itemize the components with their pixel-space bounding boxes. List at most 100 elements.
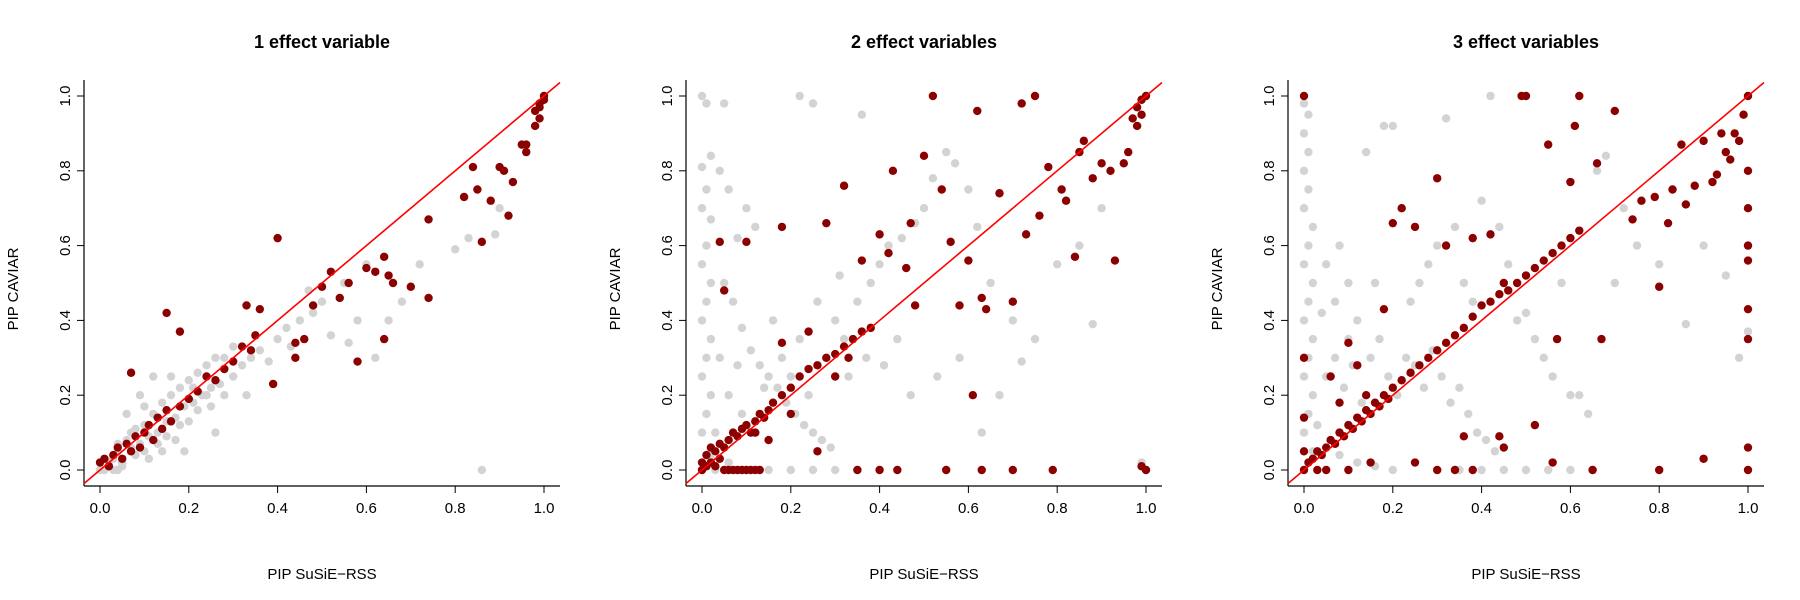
point-non-effect (973, 222, 982, 232)
point-effect (100, 454, 109, 463)
point-effect (711, 462, 720, 471)
point-non-effect (724, 185, 733, 194)
point-non-effect (1472, 428, 1482, 437)
y-tick-label: 1.0 (57, 86, 74, 107)
point-effect (504, 211, 513, 220)
point-effect (955, 301, 964, 310)
point-effect (1397, 204, 1406, 213)
point-effect (1044, 162, 1053, 172)
point-non-effect (702, 409, 711, 419)
point-non-effect (282, 323, 291, 333)
x-tick-label: 0.4 (869, 500, 890, 517)
x-tick-label: 1.0 (1738, 500, 1759, 517)
point-non-effect (451, 245, 460, 254)
plot-area: 0.0 0.2 0.4 0.6 0.8 1.0 0.0 0.2 0.4 0.6 0.8 1.0 (57, 80, 561, 517)
y-tick-label: 0.2 (659, 385, 676, 406)
panel-2-effect-variables: 2 effect variables PIP SuSiE−RSS PIP CAV… (607, 32, 1163, 583)
point-non-effect (1322, 260, 1331, 269)
point-effect (777, 391, 787, 400)
point-non-effect (264, 357, 273, 366)
point-non-effect (166, 391, 176, 400)
point-non-effect (702, 185, 711, 194)
point-effect (1335, 398, 1344, 407)
point-non-effect (1499, 465, 1509, 475)
point-non-effect (1468, 297, 1477, 306)
point-non-effect (737, 409, 747, 419)
y-axis-label: PIP CAVIAR (5, 247, 22, 330)
point-non-effect (229, 372, 238, 381)
point-effect (742, 237, 751, 247)
point-effect (384, 271, 393, 280)
point-effect (1743, 241, 1753, 250)
point-effect (968, 391, 978, 400)
point-effect (535, 114, 544, 123)
point-non-effect (1464, 409, 1473, 419)
point-effect (1597, 334, 1606, 344)
point-effect (1717, 129, 1726, 138)
point-non-effect (1486, 91, 1495, 101)
point-non-effect (1495, 222, 1504, 232)
point-non-effect (1575, 391, 1584, 400)
point-non-effect (1384, 372, 1393, 381)
point-effect (1699, 136, 1708, 146)
point-effect (1313, 465, 1322, 475)
point-effect (1106, 166, 1115, 175)
point-effect (1433, 346, 1442, 355)
point-effect (1628, 215, 1637, 224)
point-non-effect (733, 233, 742, 243)
point-non-effect (1388, 465, 1398, 475)
point-non-effect (702, 297, 711, 306)
point-effect (1008, 465, 1017, 475)
point-effect (273, 233, 282, 243)
point-effect (1468, 233, 1477, 243)
point-non-effect (157, 398, 167, 407)
point-effect (1637, 196, 1646, 205)
point-non-effect (897, 233, 906, 243)
x-tick-label: 0.2 (780, 500, 801, 517)
point-non-effect (1490, 447, 1500, 456)
point-non-effect (397, 297, 407, 306)
point-non-effect (495, 204, 504, 213)
point-non-effect (831, 316, 840, 325)
point-non-effect (162, 432, 171, 441)
point-non-effect (831, 465, 840, 475)
point-non-effect (1446, 398, 1455, 407)
point-effect (508, 177, 518, 187)
point-non-effect (202, 361, 211, 370)
point-non-effect (1544, 465, 1553, 475)
x-axis-label: PIP SuSiE−RSS (1471, 566, 1580, 583)
point-non-effect (759, 383, 769, 392)
point-effect (995, 189, 1004, 198)
point-non-effect (1681, 319, 1691, 329)
point-effect (1070, 252, 1080, 262)
point-non-effect (246, 353, 256, 362)
point-non-effect (835, 271, 844, 280)
point-non-effect (122, 409, 131, 419)
point-effect (535, 103, 544, 112)
point-non-effect (1566, 465, 1575, 475)
point-non-effect (804, 391, 813, 400)
point-effect (777, 222, 787, 232)
point-effect (268, 379, 278, 389)
point-non-effect (697, 428, 707, 437)
point-effect (1441, 241, 1451, 250)
point-effect (1477, 301, 1486, 310)
point-non-effect (955, 353, 964, 362)
point-effect (126, 447, 136, 456)
point-effect (964, 256, 973, 265)
point-non-effect (1375, 334, 1384, 344)
point-effect (1366, 458, 1375, 467)
point-non-effect (746, 346, 756, 355)
point-effect (291, 353, 300, 362)
y-axis-label: PIP CAVIAR (1209, 247, 1226, 330)
point-non-effect (1339, 383, 1349, 392)
point-non-effect (273, 334, 282, 344)
point-non-effect (853, 297, 862, 306)
point-non-effect (135, 391, 145, 400)
point-non-effect (777, 353, 787, 362)
point-effect (720, 286, 729, 295)
point-effect (1299, 447, 1309, 456)
point-effect (1739, 110, 1748, 119)
point-non-effect (1699, 241, 1708, 250)
